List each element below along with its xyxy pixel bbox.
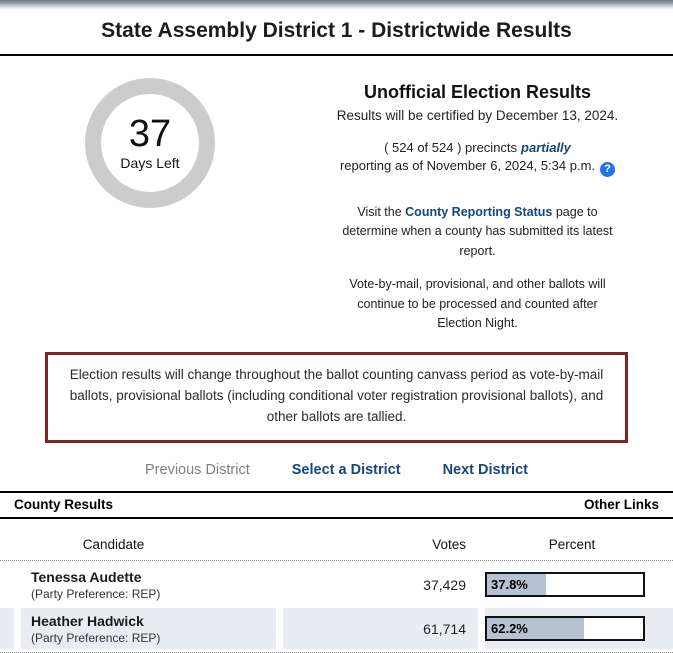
percent-label: 62.2% xyxy=(491,621,528,637)
percent-bar: 62.2% xyxy=(485,616,645,642)
help-icon[interactable]: ? xyxy=(600,162,616,177)
days-left-circle: 37 Days Left xyxy=(85,78,215,208)
percent-cell: 37.8% xyxy=(485,564,673,606)
visit-suffix-text: page to determine when a county has subm… xyxy=(342,205,613,258)
top-gradient-bar xyxy=(0,0,673,10)
row-spacer-cell xyxy=(0,564,14,606)
votes-value: 61,714 xyxy=(283,608,478,650)
col-header-candidate: Candidate xyxy=(82,537,145,553)
candidate-cell: Heather Hadwick (Party Preference: REP) xyxy=(21,608,276,650)
canvass-notice-text: Election results will change throughout … xyxy=(69,367,604,425)
party-preference: (Party Preference: REP) xyxy=(31,586,161,601)
candidate-name: Heather Hadwick xyxy=(31,612,144,629)
candidate-name: Tenessa Audette xyxy=(31,568,142,585)
nav-select-a-district[interactable]: Select a District xyxy=(291,462,401,479)
nav-previous-district[interactable]: Previous District xyxy=(145,462,250,479)
percent-cell: 62.2% xyxy=(485,608,673,650)
days-left-label: Days Left xyxy=(120,155,180,171)
row-spacer-cell xyxy=(0,608,14,650)
summary-section: 37 Days Left Unofficial Election Results… xyxy=(0,56,673,333)
votes-value: 37,429 xyxy=(283,564,478,606)
results-info-column: Unofficial Election Results Results will… xyxy=(300,70,673,333)
other-links-label[interactable]: Other Links xyxy=(583,497,659,513)
reporting-text: reporting as of November 6, 2024, 5:34 p… xyxy=(339,158,596,173)
section-bar: County Results Other Links xyxy=(0,491,673,520)
party-preference: (Party Preference: REP) xyxy=(31,630,161,645)
title-divider xyxy=(0,54,673,56)
results-table: Candidate Votes Percent Tenessa Audette … xyxy=(0,531,673,653)
results-heading: Unofficial Election Results xyxy=(363,82,592,102)
reporting-line: reporting as of November 6, 2024, 5:34 p… xyxy=(300,158,655,177)
table-row: Heather Hadwick (Party Preference: REP) … xyxy=(0,608,673,650)
candidate-cell: Tenessa Audette (Party Preference: REP) xyxy=(21,564,276,606)
table-row: Tenessa Audette (Party Preference: REP) … xyxy=(0,564,673,606)
precincts-count-text: ( 524 of 524 ) precincts xyxy=(384,140,518,155)
canvass-notice-box: Election results will change throughout … xyxy=(45,352,628,444)
nav-next-district[interactable]: Next District xyxy=(442,462,528,479)
certify-text: Results will be certified by December 13… xyxy=(336,108,619,123)
percent-bar: 37.8% xyxy=(485,572,645,598)
percent-label: 37.8% xyxy=(491,577,528,593)
visit-text: Visit the County Reporting Status page t… xyxy=(300,203,655,261)
county-reporting-status-link[interactable]: County Reporting Status xyxy=(405,205,553,219)
page-title: State Assembly District 1 - Districtwide… xyxy=(101,19,572,42)
visit-prefix-text: Visit the xyxy=(357,205,402,219)
county-results-label[interactable]: County Results xyxy=(14,497,114,513)
precincts-line: ( 524 of 524 ) precincts partially xyxy=(300,140,655,155)
vote-by-mail-note: Vote-by-mail, provisional, and other bal… xyxy=(349,277,606,330)
partially-emphasis: partially xyxy=(521,140,571,155)
results-table-header: Candidate Votes Percent xyxy=(0,531,673,562)
col-header-votes: Votes xyxy=(432,537,466,553)
days-left-number: 37 xyxy=(128,113,172,155)
district-nav: Previous District Select a District Next… xyxy=(0,462,673,478)
col-header-percent: Percent xyxy=(548,537,596,553)
percent-bar-fill xyxy=(487,574,546,596)
days-left-column: 37 Days Left xyxy=(0,70,300,333)
